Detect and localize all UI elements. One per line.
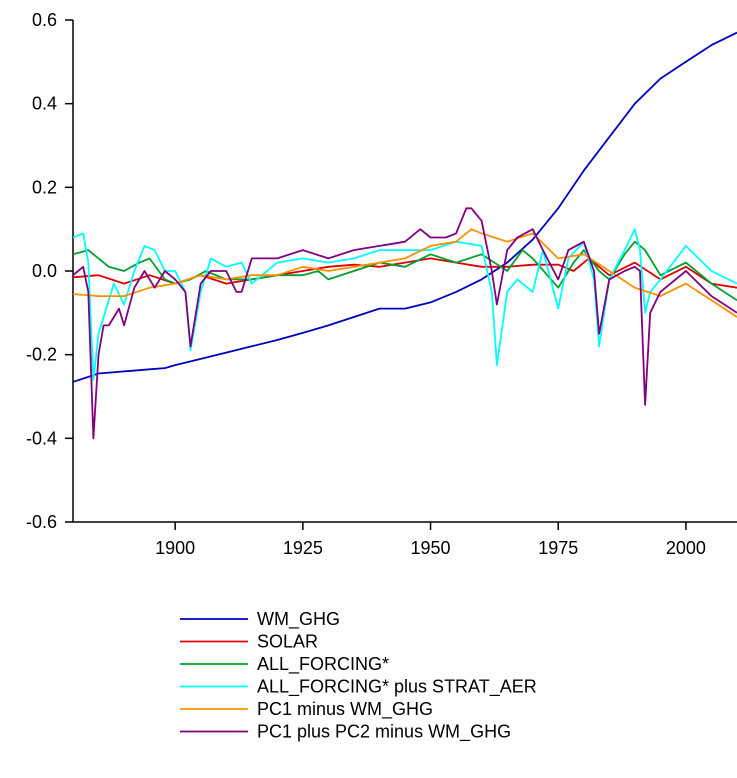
legend-label: WM_GHG	[257, 609, 340, 630]
legend-label: PC1 minus WM_GHG	[257, 699, 433, 720]
legend-item: WM_GHG	[180, 609, 340, 630]
legend-item: PC1 minus WM_GHG	[180, 699, 433, 720]
x-tick-label: 1950	[411, 538, 451, 558]
y-tick-label: -0.4	[26, 428, 57, 448]
y-tick-label: -0.6	[26, 512, 57, 532]
series-line-pc1-minus-wm-ghg	[73, 228, 737, 318]
series-line-pc1-plus-pc2-minus-wm-ghg	[73, 207, 737, 440]
y-tick-label: -0.2	[26, 345, 57, 365]
legend-label: SOLAR	[257, 632, 318, 652]
legend-item: ALL_FORCING* plus STRAT_AER	[180, 677, 537, 698]
series-line-wm-ghg	[73, 31, 737, 383]
y-ticks: -0.6 -0.4 -0.2 0.0 0.2 0.4 0.6	[26, 10, 73, 532]
legend-item: SOLAR	[180, 632, 318, 652]
x-tick-label: 2000	[666, 538, 706, 558]
x-tick-label: 1925	[283, 538, 323, 558]
y-tick-label: 0.0	[32, 261, 57, 281]
legend-item: ALL_FORCING*	[180, 654, 389, 675]
legend-label: ALL_FORCING* plus STRAT_AER	[257, 677, 537, 698]
y-tick-label: 0.4	[32, 94, 57, 114]
x-ticks: 1900 1925 1950 1975 2000	[155, 522, 706, 558]
legend-label: ALL_FORCING*	[257, 654, 389, 675]
legend-item: PC1 plus PC2 minus WM_GHG	[180, 722, 511, 743]
series-line-all-forcing-plus-strat-aer	[73, 228, 737, 381]
series-lines	[73, 31, 737, 440]
legend-label: PC1 plus PC2 minus WM_GHG	[257, 722, 511, 743]
y-tick-label: 0.2	[32, 177, 57, 197]
x-tick-label: 1900	[155, 538, 195, 558]
series-line-all-forcing-	[73, 240, 737, 302]
x-tick-label: 1975	[538, 538, 578, 558]
y-tick-label: 0.6	[32, 10, 57, 30]
